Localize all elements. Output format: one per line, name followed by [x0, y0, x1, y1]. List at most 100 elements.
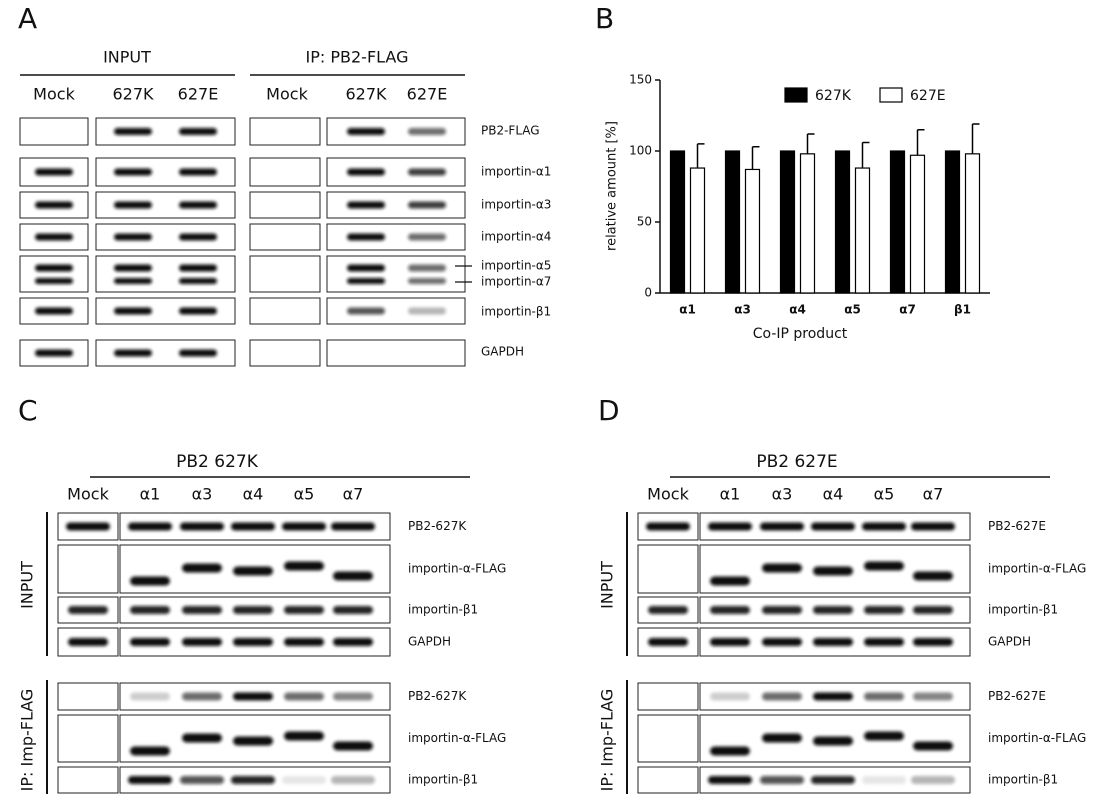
- blot-box: [249, 339, 321, 367]
- error-bar: [751, 145, 760, 170]
- row-label: PB2-FLAG: [481, 124, 540, 138]
- band: [762, 692, 802, 701]
- band: [35, 201, 73, 209]
- band: [648, 606, 688, 614]
- band: [408, 278, 446, 284]
- band: [813, 736, 853, 746]
- band: [114, 349, 152, 357]
- band: [182, 563, 222, 573]
- band: [913, 692, 953, 701]
- band: [408, 128, 446, 135]
- band: [179, 168, 217, 176]
- band: [760, 776, 804, 784]
- band: [233, 692, 273, 701]
- bar: [744, 168, 761, 294]
- band: [233, 606, 273, 614]
- blot-box: [249, 255, 321, 293]
- band: [347, 264, 385, 272]
- band: [646, 522, 690, 531]
- band: [813, 606, 853, 614]
- legend-label: 627K: [815, 88, 852, 104]
- row-label: importin-β1: [481, 305, 551, 319]
- group-label: IP: Imp-FLAG: [598, 689, 617, 792]
- band: [762, 563, 802, 573]
- band: [231, 522, 275, 531]
- blot-box: [637, 714, 699, 763]
- group-label: IP: PB2-FLAG: [306, 48, 409, 67]
- legend-label: 627E: [910, 88, 946, 104]
- lane-label: α7: [343, 485, 364, 504]
- blot-box: [57, 544, 119, 594]
- group-label: INPUT: [103, 48, 151, 67]
- band: [233, 638, 273, 646]
- band: [68, 638, 108, 646]
- panel-label: A: [18, 2, 37, 35]
- band: [760, 522, 804, 531]
- band: [762, 733, 802, 743]
- error-bar: [971, 123, 980, 154]
- row-label: PB2-627K: [408, 689, 467, 703]
- band: [708, 522, 752, 531]
- row-label: importin-α-FLAG: [408, 731, 506, 745]
- band: [130, 692, 170, 701]
- band: [862, 522, 906, 531]
- x-tick-label: β1: [954, 303, 971, 317]
- row-label: importin-α3: [481, 198, 551, 212]
- lane-label: Mock: [647, 485, 689, 504]
- band: [333, 638, 373, 646]
- band: [331, 776, 375, 784]
- band: [347, 307, 385, 315]
- row-label: PB2-627K: [408, 519, 467, 533]
- legend-swatch: [879, 87, 903, 103]
- band: [911, 522, 955, 531]
- band: [347, 278, 385, 284]
- bar: [779, 150, 796, 294]
- x-axis-label: Co-IP product: [753, 326, 848, 342]
- legend-swatch: [784, 87, 808, 103]
- band: [282, 522, 326, 531]
- band: [128, 776, 172, 784]
- lane-label: Mock: [33, 85, 75, 104]
- row-label: GAPDH: [988, 635, 1031, 649]
- y-tick-label: 0: [644, 286, 652, 300]
- y-tick-label: 150: [629, 73, 652, 87]
- band: [179, 264, 217, 272]
- lane-label: α5: [874, 485, 895, 504]
- band: [114, 307, 152, 315]
- lane-label: 627E: [178, 85, 219, 104]
- blot-box: [249, 297, 321, 325]
- row-label: importin-α5: [481, 259, 551, 273]
- row-label: importin-β1: [988, 773, 1058, 787]
- row-label: importin-β1: [408, 773, 478, 787]
- bar: [689, 167, 706, 294]
- group-label: IP: Imp-FLAG: [18, 689, 37, 792]
- band: [913, 638, 953, 646]
- blot-box: [637, 682, 699, 711]
- bar: [724, 150, 741, 294]
- row-label: importin-β1: [408, 603, 478, 617]
- band: [35, 168, 73, 176]
- band: [864, 606, 904, 614]
- bar: [964, 153, 981, 294]
- row-label: importin-α4: [481, 230, 551, 244]
- band: [114, 278, 152, 284]
- blot-box: [637, 544, 699, 594]
- bar: [889, 150, 906, 294]
- band: [182, 606, 222, 614]
- lane-label: 627K: [112, 85, 154, 104]
- error-bar: [806, 133, 815, 154]
- band: [913, 741, 953, 751]
- blot-box: [249, 191, 321, 219]
- band: [35, 307, 73, 315]
- band: [811, 776, 855, 784]
- blot-box: [326, 255, 466, 293]
- bar: [799, 153, 816, 294]
- band: [333, 741, 373, 751]
- x-tick-label: α1: [679, 303, 696, 317]
- error-bar: [861, 141, 870, 169]
- band: [710, 638, 750, 646]
- row-label: importin-α-FLAG: [408, 562, 506, 576]
- band: [68, 606, 108, 614]
- band: [179, 201, 217, 209]
- band: [913, 606, 953, 614]
